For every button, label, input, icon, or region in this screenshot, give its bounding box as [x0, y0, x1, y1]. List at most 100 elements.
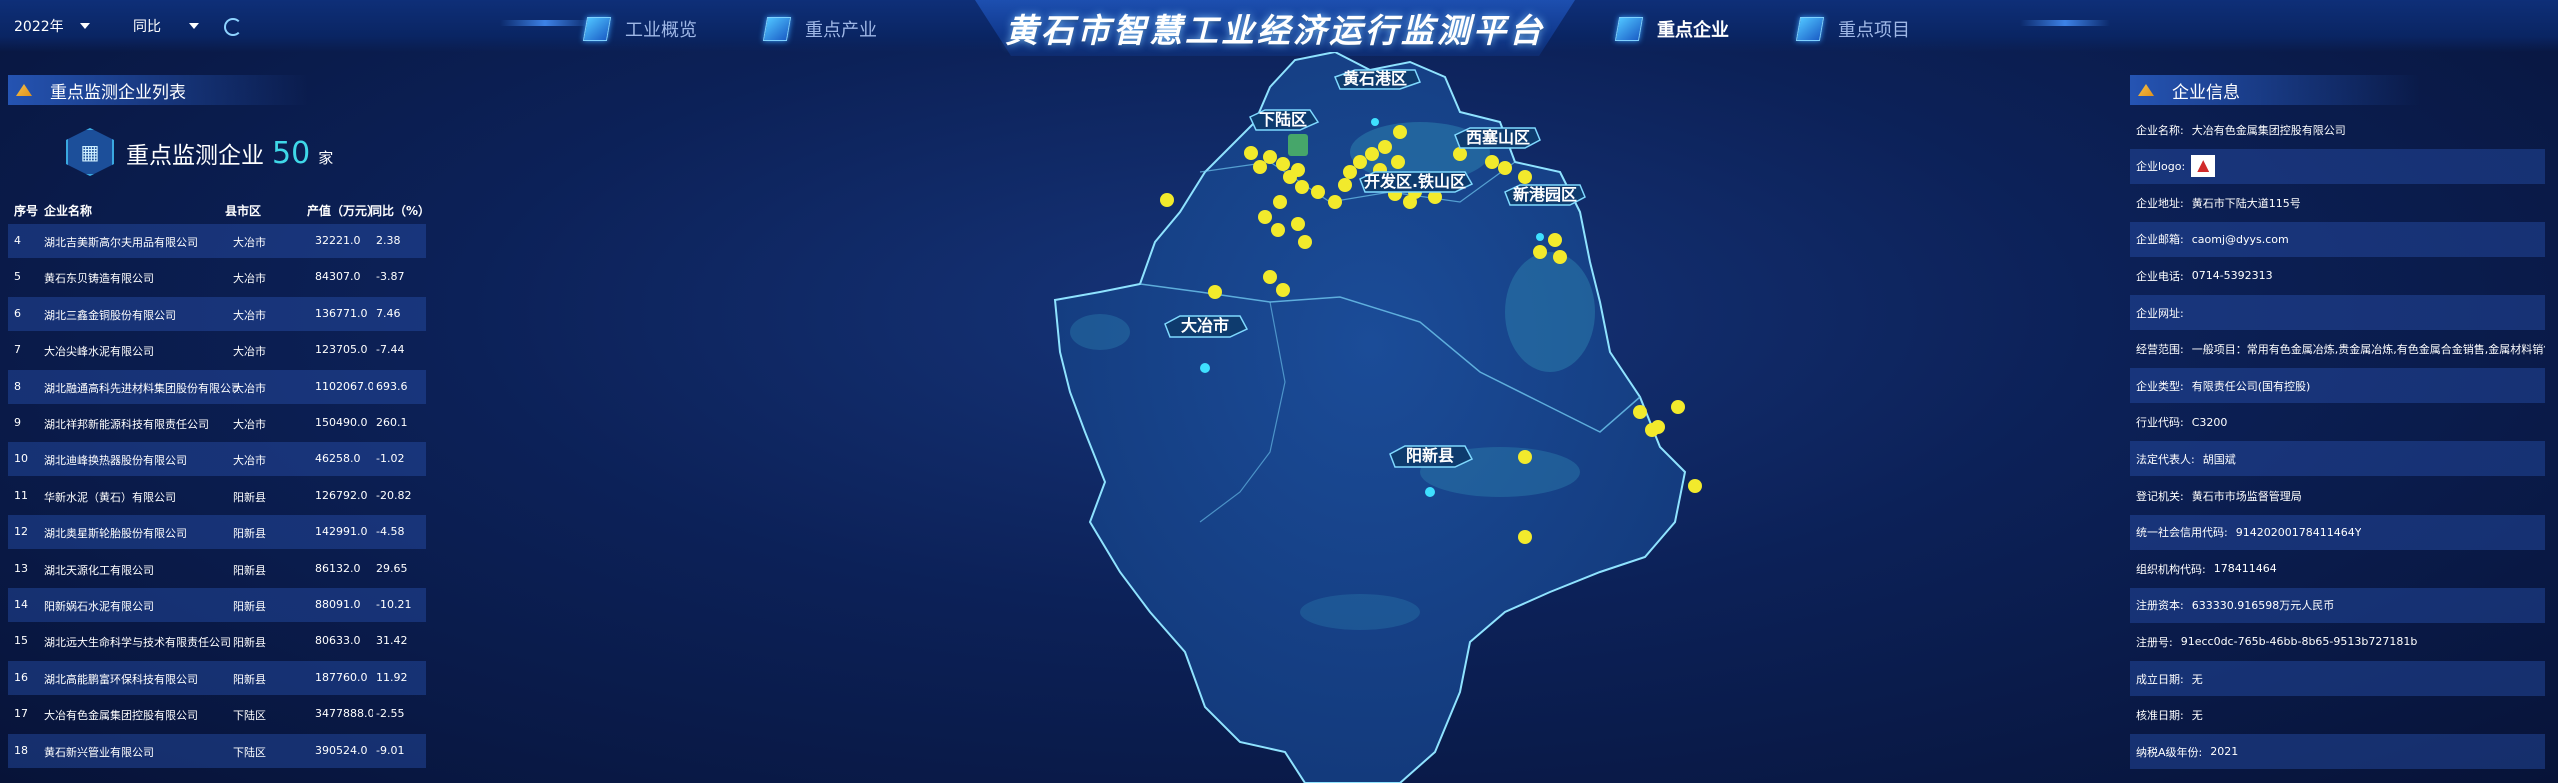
enterprise-marker[interactable]	[1378, 140, 1392, 154]
city-map[interactable]: 黄石港区 下陆区 西塞山区 开发区.铁山区 新港园区 大冶市 阳新县	[940, 52, 1740, 783]
tab-industry-overview[interactable]: 工业概览	[582, 12, 697, 46]
selected-enterprise-icon[interactable]	[1288, 134, 1308, 156]
cell-name: 阳新娲石水泥有限公司	[44, 600, 154, 613]
district-label-huangshigang[interactable]: 黄石港区	[1334, 69, 1421, 126]
cell-yoy: -10.21	[376, 598, 412, 611]
cell-yoy: 693.6	[376, 379, 408, 393]
enterprise-marker[interactable]	[1338, 178, 1352, 192]
enterprise-marker[interactable]	[1343, 165, 1357, 179]
tab-key-industries[interactable]: 重点产业	[762, 12, 877, 46]
count-label: 重点监测企业	[126, 143, 264, 169]
enterprise-marker[interactable]	[1298, 235, 1312, 249]
compare-select[interactable]: 同比	[133, 14, 213, 38]
table-row[interactable]: 14 阳新娲石水泥有限公司 阳新县 88091.0 -10.21	[8, 588, 426, 622]
enterprise-marker[interactable]	[1271, 223, 1285, 237]
enterprise-marker[interactable]	[1263, 150, 1277, 164]
district-label-kaifaqu[interactable]: 开发区.铁山区	[1359, 171, 1474, 193]
enterprise-marker[interactable]	[1485, 155, 1499, 169]
cell-output: 123705.0	[315, 343, 368, 357]
table-row[interactable]: 7 大冶尖峰水泥有限公司 大冶市 123705.0 -7.44	[8, 333, 426, 367]
enterprise-marker[interactable]	[1651, 420, 1665, 434]
district-label-yangxin[interactable]: 阳新县	[1389, 445, 1474, 497]
enterprise-marker[interactable]	[1276, 283, 1290, 297]
header-decoration	[2020, 20, 2110, 26]
enterprise-marker[interactable]	[1208, 285, 1222, 299]
cell-output: 1102067.0	[315, 379, 373, 393]
enterprise-marker[interactable]	[1276, 157, 1290, 171]
cell-output: 390524.0	[315, 743, 368, 757]
table-row[interactable]: 9 湖北祥邦新能源科技有限责任公司 大冶市 150490.0 260.1	[8, 406, 426, 440]
table-row[interactable]: 18 黄石新兴管业有限公司 下陆区 390524.0 -9.01	[8, 733, 426, 768]
refresh-icon[interactable]	[224, 18, 242, 36]
cell-district: 下陆区	[233, 709, 266, 723]
enterprise-marker[interactable]	[1548, 233, 1562, 247]
cell-output: 80633.0	[315, 634, 361, 648]
enterprise-marker[interactable]	[1311, 185, 1325, 199]
enterprise-marker[interactable]	[1553, 250, 1567, 264]
info-label: 核准日期:	[2136, 709, 2184, 723]
tab-key-projects[interactable]: 重点项目	[1795, 12, 1910, 46]
cell-yoy: 11.92	[376, 670, 408, 684]
enterprise-marker[interactable]	[1258, 210, 1272, 224]
info-row: 注册号: 91ecc0dc-765b-46bb-8b65-9513b727181b	[2130, 624, 2545, 659]
enterprise-marker[interactable]	[1291, 217, 1305, 231]
enterprise-marker[interactable]	[1328, 195, 1342, 209]
enterprise-marker[interactable]	[1391, 155, 1405, 169]
enterprise-marker[interactable]	[1365, 147, 1379, 161]
info-label: 企业邮箱:	[2136, 233, 2184, 247]
tab-key-enterprises[interactable]: 重点企业	[1614, 12, 1729, 46]
enterprise-marker[interactable]	[1518, 170, 1532, 184]
cell-district: 阳新县	[233, 636, 266, 650]
column-header-district: 县市区	[225, 204, 262, 218]
enterprise-marker[interactable]	[1273, 195, 1287, 209]
table-row[interactable]: 16 湖北高能鹏富环保科技有限公司 阳新县 187760.0 11.92	[8, 660, 426, 695]
location-pin-icon	[1200, 363, 1210, 373]
cell-index: 11	[14, 488, 28, 502]
enterprise-marker[interactable]	[1263, 270, 1277, 284]
district-name: 阳新县	[1406, 446, 1454, 465]
enterprise-marker[interactable]	[1688, 479, 1702, 493]
cell-name: 黄石东贝铸造有限公司	[44, 272, 154, 286]
info-value: 91420200178411464Y	[2235, 525, 2362, 539]
company-logo-icon	[2191, 155, 2216, 178]
enterprise-marker[interactable]	[1633, 405, 1647, 419]
district-label-xisaishan[interactable]: 西塞山区	[1454, 127, 1541, 149]
enterprise-marker[interactable]	[1353, 155, 1367, 169]
table-row[interactable]: 6 湖北三鑫金铜股份有限公司 大冶市 136771.0 7.46	[8, 296, 426, 331]
enterprise-marker[interactable]	[1428, 190, 1442, 204]
table-row[interactable]: 12 湖北奥星斯轮胎股份有限公司 阳新县 142991.0 -4.58	[8, 515, 426, 550]
info-row: 行业代码: C3200	[2130, 405, 2545, 440]
enterprise-marker[interactable]	[1291, 163, 1305, 177]
cell-name: 湖北吉美斯高尔夫用品有限公司	[44, 236, 198, 249]
enterprise-marker[interactable]	[1244, 146, 1258, 160]
table-row[interactable]: 4 湖北吉美斯高尔夫用品有限公司 大冶市 32221.0 2.38	[8, 224, 426, 258]
enterprise-marker[interactable]	[1295, 180, 1309, 194]
table-row[interactable]: 5 黄石东贝铸造有限公司 大冶市 84307.0 -3.87	[8, 260, 426, 294]
cell-district: 大冶市	[233, 418, 266, 431]
info-label: 经营范围:	[2136, 343, 2184, 357]
table-row[interactable]: 13 湖北天源化工有限公司 阳新县 86132.0 29.65	[8, 552, 426, 586]
info-value: 黄石市市场监督管理局	[2191, 489, 2302, 503]
enterprise-marker[interactable]	[1160, 193, 1174, 207]
info-label: 行业代码:	[2136, 416, 2184, 430]
table-row[interactable]: 8 湖北融通高科先进材料集团股份有限公司 大冶市 1102067.0 693.6	[8, 369, 426, 404]
district-label-xialu[interactable]: 下陆区	[1249, 109, 1320, 156]
enterprise-marker[interactable]	[1671, 400, 1685, 414]
enterprise-marker[interactable]	[1533, 245, 1547, 259]
enterprise-marker[interactable]	[1253, 160, 1267, 174]
table-row[interactable]: 15 湖北远大生命科学与技术有限责任公司 阳新县 80633.0 31.42	[8, 624, 426, 658]
enterprise-marker[interactable]	[1393, 125, 1407, 139]
enterprise-marker[interactable]	[1453, 147, 1467, 161]
enterprise-marker[interactable]	[1498, 161, 1512, 175]
table-row[interactable]: 10 湖北迪峰换热器股份有限公司 大冶市 46258.0 -1.02	[8, 442, 426, 477]
enterprise-marker[interactable]	[1518, 530, 1532, 544]
cell-name: 湖北远大生命科学与技术有限责任公司	[44, 636, 231, 650]
table-row[interactable]: 11 华新水泥（黄石）有限公司 阳新县 126792.0 -20.82	[8, 479, 426, 513]
location-pin-icon	[1536, 233, 1544, 241]
table-row[interactable]: 17 大冶有色金属集团控股有限公司 下陆区 3477888.0 -2.55	[8, 697, 426, 731]
year-select[interactable]: 2022年	[14, 14, 114, 38]
district-label-daye[interactable]: 大冶市	[1164, 315, 1249, 373]
cell-district: 阳新县	[233, 600, 266, 613]
enterprise-marker[interactable]	[1518, 450, 1532, 464]
district-label-xingang[interactable]: 新港园区	[1504, 184, 1586, 241]
